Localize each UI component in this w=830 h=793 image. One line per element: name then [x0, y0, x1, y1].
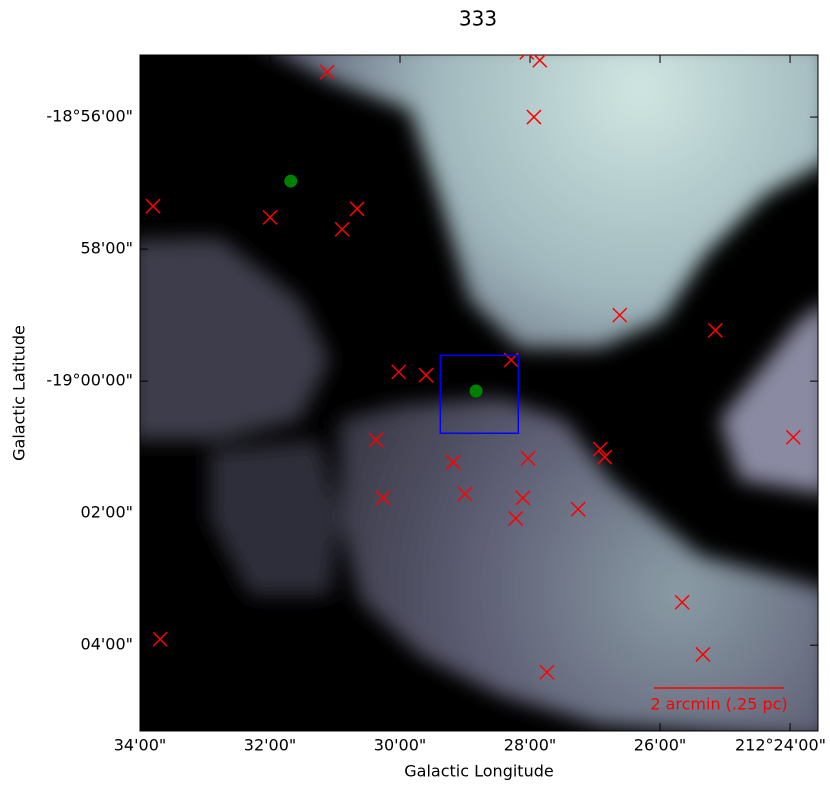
cross-marker — [695, 646, 711, 662]
chart-title: 333 — [459, 7, 497, 31]
x-tick-label: 26'00" — [634, 736, 686, 755]
cross-marker — [597, 449, 613, 465]
region-box — [439, 354, 520, 435]
cross-marker — [520, 450, 536, 466]
y-tick-label: 02'00" — [81, 503, 133, 522]
cross-marker — [785, 429, 801, 445]
cross-marker — [375, 490, 391, 506]
cross-marker — [592, 441, 608, 457]
scale-bar-label: 2 arcmin (.25 pc) — [650, 695, 787, 714]
x-tick-label: 212°24'00" — [735, 736, 826, 755]
cross-marker — [570, 501, 586, 517]
cross-marker — [349, 201, 365, 217]
cross-marker — [457, 486, 473, 502]
cross-marker — [368, 432, 384, 448]
markers — [145, 55, 801, 680]
cross-marker — [418, 367, 434, 383]
x-axis-label: Galactic Longitude — [404, 762, 553, 781]
x-tick-label: 30'00" — [374, 736, 426, 755]
cross-marker — [515, 490, 531, 506]
y-axis-label: Galactic Latitude — [10, 325, 29, 461]
cross-marker — [152, 631, 168, 647]
plot-frame — [139, 54, 819, 732]
y-tick-label: -18°56'00" — [46, 107, 133, 126]
dot-marker — [284, 174, 298, 188]
y-tick-label: 04'00" — [81, 635, 133, 654]
cross-marker — [519, 55, 535, 60]
cross-marker — [319, 64, 335, 80]
cross-marker — [707, 322, 723, 338]
cross-marker — [391, 364, 407, 380]
cross-marker — [262, 209, 278, 225]
cross-marker — [445, 454, 461, 470]
cross-marker — [145, 198, 161, 214]
x-tick-label: 32'00" — [244, 736, 296, 755]
cross-marker — [532, 55, 548, 68]
x-tick-label: 34'00" — [114, 736, 166, 755]
x-tick-label: 28'00" — [504, 736, 556, 755]
y-tick-label: -19°00'00" — [46, 371, 133, 390]
y-tick-label: 58'00" — [81, 239, 133, 258]
cross-marker — [334, 221, 350, 237]
cross-marker — [508, 510, 524, 526]
cross-marker — [526, 109, 542, 125]
dot-marker — [469, 384, 483, 398]
cross-marker — [612, 307, 628, 323]
intensity-image — [140, 55, 818, 731]
cross-marker — [539, 664, 555, 680]
cross-marker — [674, 594, 690, 610]
